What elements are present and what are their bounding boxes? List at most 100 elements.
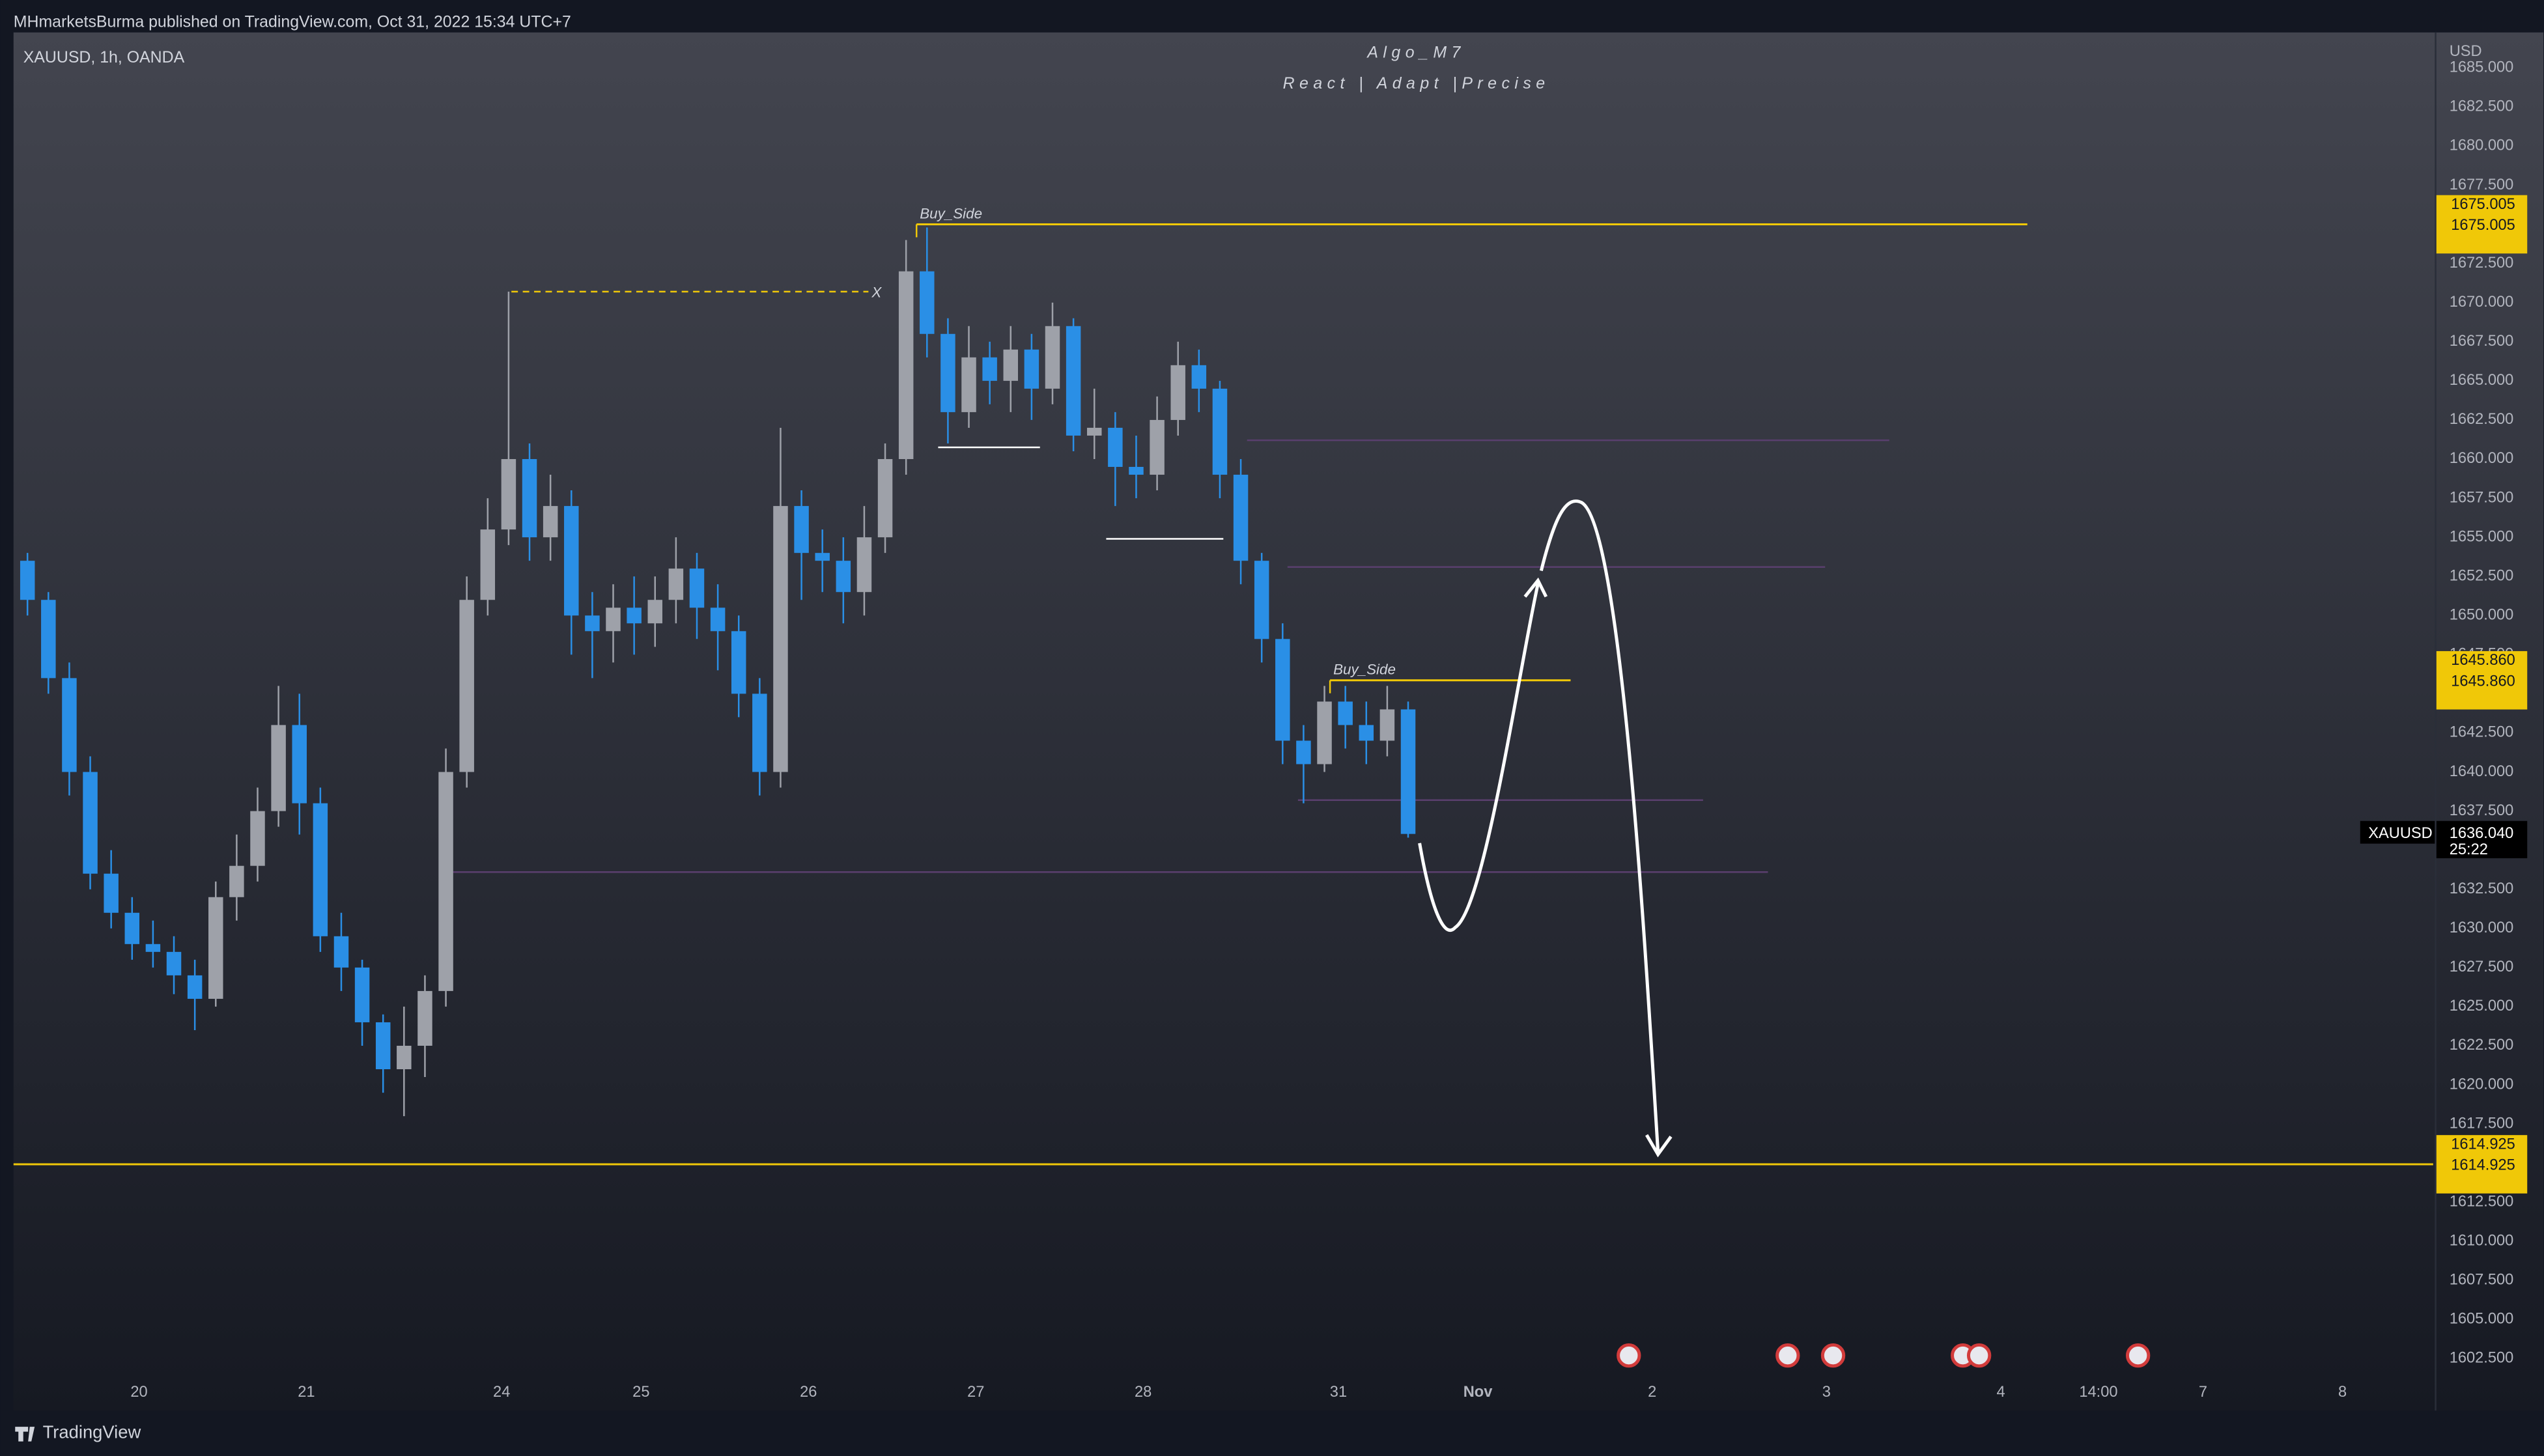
price-tag-label: 1614.925 bbox=[2451, 1136, 2515, 1153]
event-flag[interactable] bbox=[1617, 1343, 1641, 1368]
x-tick-label: 28 bbox=[1135, 1384, 1152, 1401]
candle-body bbox=[794, 506, 809, 553]
y-tick-label: 1672.500 bbox=[2450, 255, 2514, 272]
currency: USD bbox=[2450, 43, 2482, 60]
candle-body bbox=[1045, 326, 1060, 389]
event-flag[interactable] bbox=[1966, 1343, 1992, 1368]
y-tick-label: 1677.500 bbox=[2450, 176, 2514, 193]
candle-body bbox=[1191, 365, 1207, 389]
y-tick-label: 1642.500 bbox=[2450, 724, 2514, 741]
publisher: MHmarketsBurma published on TradingView.… bbox=[14, 12, 571, 31]
candle-body bbox=[564, 506, 579, 616]
chart-subtitle: React | Adapt |Precise bbox=[1283, 74, 1550, 92]
y-tick-label: 1610.000 bbox=[2450, 1233, 2514, 1250]
arrows bbox=[1418, 499, 1673, 1158]
y-tick-label: 1662.500 bbox=[2450, 411, 2514, 428]
candle-body bbox=[689, 568, 705, 608]
x-tick-label: 26 bbox=[800, 1384, 817, 1401]
y-tick-label: 1667.500 bbox=[2450, 333, 2514, 350]
price-tag-label: 1645.860 bbox=[2451, 673, 2515, 690]
y-tick-label: 1640.000 bbox=[2450, 763, 2514, 780]
event-flag[interactable] bbox=[2125, 1343, 2151, 1368]
y-tick-label: 1670.000 bbox=[2450, 294, 2514, 311]
candle-body bbox=[961, 357, 976, 412]
y-tick-label: 1655.000 bbox=[2450, 528, 2514, 545]
candle-body bbox=[1254, 561, 1269, 639]
candle-body bbox=[1086, 427, 1102, 436]
last-price: 1636.040 bbox=[2450, 825, 2514, 842]
candle-body bbox=[1024, 349, 1039, 389]
price-tag-label: 1675.005 bbox=[2451, 196, 2515, 213]
y-tick-label: 1657.500 bbox=[2450, 489, 2514, 506]
candle-body bbox=[940, 333, 955, 412]
y-tick-label: 1685.000 bbox=[2450, 59, 2514, 76]
y-tick-label: 1620.000 bbox=[2450, 1076, 2514, 1093]
candle-body bbox=[731, 631, 746, 694]
candle-body bbox=[1233, 475, 1249, 561]
event-flag[interactable] bbox=[1820, 1343, 1846, 1368]
price-tag-label: 1614.925 bbox=[2451, 1157, 2515, 1174]
candle-body bbox=[208, 897, 223, 999]
candle-body bbox=[501, 458, 516, 530]
x-tick-label: 3 bbox=[1822, 1384, 1831, 1401]
y-tick-label: 1652.500 bbox=[2450, 567, 2514, 584]
candle-body bbox=[104, 873, 119, 913]
x-tick-label: 14:00 bbox=[2079, 1384, 2117, 1401]
candle-body bbox=[1275, 639, 1290, 741]
candle-body bbox=[250, 811, 265, 866]
y-tick-label: 1665.000 bbox=[2450, 372, 2514, 389]
x-tick-label: 21 bbox=[298, 1384, 315, 1401]
candle-body bbox=[1108, 427, 1123, 468]
symbol: XAUUSD, 1h, OANDA bbox=[23, 48, 185, 66]
y-tick-label: 1602.500 bbox=[2450, 1350, 2514, 1367]
y-tick-label: 1607.500 bbox=[2450, 1272, 2514, 1289]
y-tick-label: 1625.000 bbox=[2450, 998, 2514, 1015]
arrow-down bbox=[1539, 499, 1660, 1152]
x-tick-label: 8 bbox=[2338, 1384, 2347, 1401]
price-tag-label: 1645.860 bbox=[2451, 652, 2515, 669]
x-tick-label: 27 bbox=[967, 1384, 984, 1401]
y-tick-label: 1682.500 bbox=[2450, 98, 2514, 115]
candle-body bbox=[145, 944, 161, 952]
candle-body bbox=[375, 1022, 391, 1070]
y-tick-label: 1637.500 bbox=[2450, 802, 2514, 819]
candle-body bbox=[606, 608, 621, 632]
candle-body bbox=[877, 458, 893, 538]
y-tick-label: 1680.000 bbox=[2450, 137, 2514, 154]
symbol-tag: XAUUSD bbox=[2368, 825, 2433, 842]
event-flag[interactable] bbox=[1775, 1343, 1800, 1368]
candle-body bbox=[920, 271, 935, 334]
candle-body bbox=[836, 561, 851, 593]
level-label: Buy_Side bbox=[920, 205, 982, 221]
x-tick-label: 7 bbox=[2199, 1384, 2207, 1401]
candle-body bbox=[773, 506, 788, 772]
candle-body bbox=[1066, 326, 1081, 436]
candle-body bbox=[522, 458, 537, 538]
candle-body bbox=[417, 990, 432, 1046]
price-tag bbox=[2436, 1135, 2528, 1194]
x-tick-label: 24 bbox=[493, 1384, 510, 1401]
arrow-up bbox=[1418, 583, 1540, 932]
candle-body bbox=[313, 803, 328, 936]
y-tick-label: 1660.000 bbox=[2450, 450, 2514, 467]
candle-body bbox=[982, 357, 997, 381]
x-tick-label: Nov bbox=[1463, 1384, 1493, 1401]
candle-body bbox=[333, 936, 349, 968]
candle-body bbox=[166, 951, 182, 975]
y-tick-label: 1630.000 bbox=[2450, 919, 2514, 936]
candle-body bbox=[187, 975, 203, 999]
x-tick-label: 20 bbox=[130, 1384, 147, 1401]
candle-body bbox=[41, 600, 56, 679]
candle-body bbox=[1379, 709, 1395, 741]
countdown: 25:22 bbox=[2450, 841, 2488, 858]
candle-body bbox=[1296, 740, 1311, 764]
candle-body bbox=[856, 537, 872, 593]
price-tag bbox=[2436, 651, 2528, 710]
arrow-head bbox=[1523, 577, 1548, 598]
candle-body bbox=[20, 561, 35, 600]
event-flags bbox=[1617, 1343, 2151, 1368]
symbol-tag-box bbox=[2360, 820, 2435, 844]
brand-logo bbox=[15, 1427, 35, 1442]
